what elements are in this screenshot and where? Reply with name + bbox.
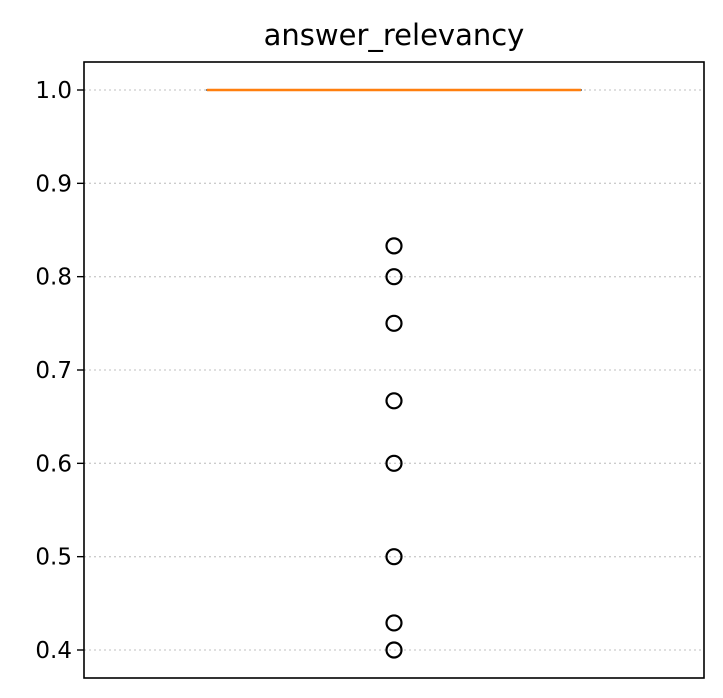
y-tick-label: 0.7 [35, 358, 72, 384]
outlier-point [385, 614, 403, 632]
outlier-points [385, 237, 403, 659]
outlier-point [385, 237, 403, 255]
outlier-point [385, 641, 403, 659]
outlier-point [385, 454, 403, 472]
y-tick-label: 0.5 [35, 545, 72, 571]
y-tick-label: 1.0 [35, 78, 72, 104]
y-tick-label: 0.6 [35, 451, 72, 477]
grid-lines [84, 89, 704, 651]
y-axis-ticks: 0.4 0.5 0.6 0.7 0.8 0.9 1.0 [35, 78, 84, 664]
outlier-point [385, 314, 403, 332]
y-tick-label: 0.9 [35, 171, 72, 197]
outlier-point [385, 548, 403, 566]
y-tick-label: 0.8 [35, 265, 72, 291]
plot-area-frame [83, 61, 705, 679]
chart-title: answer_relevancy [264, 18, 525, 52]
outlier-point [385, 392, 403, 410]
y-tick-label: 0.4 [35, 638, 72, 664]
outlier-point [385, 268, 403, 286]
